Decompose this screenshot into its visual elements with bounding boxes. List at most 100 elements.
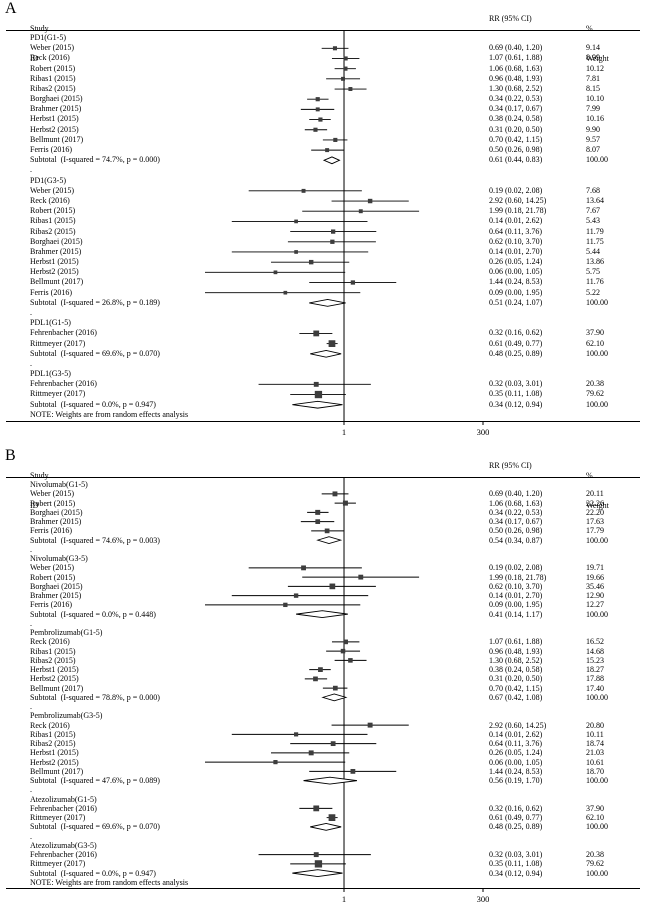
weight-value: 7.81 (586, 73, 600, 83)
study-label: Herbst1 (2015) (30, 114, 79, 124)
effect-marker (293, 593, 299, 598)
study-label: Fehrenbacher (2016) (30, 328, 97, 338)
weight-value: 13.86 (586, 257, 604, 267)
effect-estimate: 0.09 (0.00, 1.95) (489, 287, 543, 297)
effect-marker (367, 722, 373, 728)
group-label: Pembrolizumab(G3-5) (30, 711, 103, 721)
study-label: Rittmeyer (2017) (30, 389, 86, 399)
column-header-id: ID (30, 54, 39, 63)
weight-value: 5.43 (586, 216, 600, 226)
panel-a-rows: PD1(G1-5) Weber (2015) 0.69 (0.40, 1.20) 9.… (0, 0, 646, 447)
group-label: Nivolumab(G1-5) (30, 480, 88, 489)
column-header-study: Study (30, 471, 49, 480)
weight-value: 100.00 (586, 399, 608, 409)
effect-estimate: 0.67 (0.42, 1.08) (489, 692, 543, 702)
effect-estimate: 0.34 (0.12, 0.94) (489, 868, 543, 878)
effect-marker (348, 658, 353, 663)
study-label: Weber (2015) (30, 489, 75, 499)
effect-marker (350, 768, 356, 774)
effect-estimate: 0.32 (0.16, 0.62) (489, 328, 543, 338)
study-label: Borghaei (2015) (30, 94, 83, 104)
effect-marker (342, 500, 348, 506)
weight-value: 100.00 (586, 692, 608, 702)
group-label: Pembrolizumab(G1-5) (30, 628, 103, 637)
study-label: Ferris (2016) (30, 526, 72, 536)
effect-marker (329, 583, 336, 590)
weight-value: 20.80 (586, 720, 604, 730)
column-header-percent-sign: % (586, 24, 593, 33)
effect-marker (294, 219, 298, 224)
effect-marker (332, 491, 338, 497)
panel-a: A Study ID RR (95% CI) % Weight PD1(G1-5… (0, 0, 646, 447)
study-label: Bellmunt (2017) (30, 766, 84, 776)
column-header-rr-ci: RR (95% CI) (489, 461, 532, 470)
study-label: Brahmer (2015) (30, 517, 82, 526)
weight-value: 100.00 (586, 535, 608, 545)
pooled-diamond (296, 610, 348, 618)
study-label: Brahmer (2015) (30, 104, 82, 114)
weight-value: 5.44 (586, 246, 600, 256)
subtotal-label: Subtotal (I-squared = 47.6%, p = 0.089) (30, 776, 160, 785)
weight-value: 100.00 (586, 155, 608, 165)
group-separator: . (30, 544, 32, 554)
effect-marker (330, 229, 336, 234)
effect-marker (313, 805, 320, 812)
weight-value: 79.62 (586, 859, 604, 869)
pooled-diamond (292, 400, 343, 409)
weight-value: 20.11 (586, 489, 604, 499)
effect-marker (358, 574, 364, 580)
effect-estimate: 0.70 (0.42, 1.15) (489, 683, 543, 693)
effect-estimate: 0.48 (0.25, 0.89) (489, 348, 543, 358)
effect-estimate: 1.07 (0.61, 1.88) (489, 637, 543, 647)
effect-marker (324, 528, 330, 534)
effect-marker (348, 87, 353, 91)
effect-estimate: 0.34 (0.22, 0.53) (489, 94, 543, 104)
effect-marker (330, 741, 336, 747)
weight-value: 62.10 (586, 338, 604, 348)
study-label: Herbst1 (2015) (30, 665, 79, 674)
effect-estimate: 1.99 (0.18, 21.78) (489, 206, 547, 216)
subtotal-label: Subtotal (I-squared = 74.6%, p = 0.003) (30, 535, 160, 545)
effect-marker (301, 188, 306, 193)
effect-estimate: 0.61 (0.49, 0.77) (489, 338, 543, 348)
study-label: Robert (2015) (30, 206, 76, 216)
weight-value: 35.46 (586, 581, 604, 591)
group-separator: . (30, 165, 32, 175)
study-label: Fehrenbacher (2016) (30, 803, 97, 813)
group-separator: . (30, 702, 32, 711)
effect-marker (315, 107, 320, 112)
effect-marker (340, 648, 346, 654)
panel-b-letter: B (5, 447, 16, 464)
effect-marker (301, 565, 306, 571)
study-label: Reck (2016) (30, 53, 70, 63)
study-label: Ribas2 (2015) (30, 83, 76, 93)
column-header-weight-word: Weight (586, 501, 609, 510)
column-header-study-id: Study ID (30, 4, 49, 84)
weight-value: 16.52 (586, 637, 604, 647)
weight-value: 18.27 (586, 665, 604, 674)
weight-value: 17.40 (586, 683, 604, 693)
pooled-diamond (321, 693, 348, 702)
effect-estimate: 1.99 (0.18, 21.78) (489, 572, 547, 582)
effect-estimate: 0.32 (0.03, 3.01) (489, 379, 543, 389)
effect-estimate: 2.92 (0.60, 14.25) (489, 720, 547, 730)
effect-estimate: 0.26 (0.05, 1.24) (489, 748, 543, 758)
weight-value: 13.64 (586, 195, 604, 205)
study-label: Fehrenbacher (2016) (30, 850, 97, 859)
weight-value: 8.99 (586, 53, 600, 63)
study-label: Ferris (2016) (30, 145, 72, 155)
effect-marker (308, 750, 314, 756)
effect-marker (328, 340, 336, 347)
weight-value: 10.11 (586, 729, 604, 739)
effect-marker (318, 667, 323, 673)
group-separator: . (30, 307, 32, 317)
pooled-diamond (310, 349, 342, 358)
effect-estimate: 0.69 (0.40, 1.20) (489, 489, 543, 499)
effect-estimate: 1.44 (0.24, 8.53) (489, 277, 543, 287)
study-label: Borghaei (2015) (30, 581, 83, 591)
weight-value: 7.99 (586, 104, 600, 114)
column-header-id: ID (30, 501, 39, 510)
effect-estimate: 0.64 (0.11, 3.76) (489, 226, 543, 236)
study-label: Herbst2 (2015) (30, 674, 79, 684)
weight-value: 100.00 (586, 297, 608, 307)
